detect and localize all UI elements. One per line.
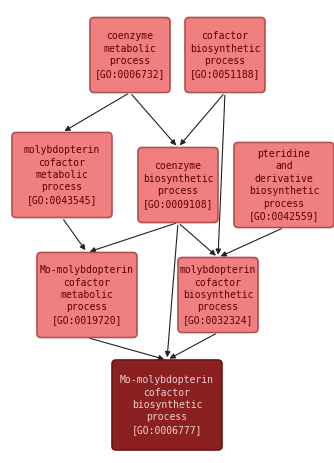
Text: Mo-molybdopterin
cofactor
metabolic
process
[GO:0019720]: Mo-molybdopterin cofactor metabolic proc… bbox=[40, 265, 134, 325]
Text: coenzyme
metabolic
process
[GO:0006732]: coenzyme metabolic process [GO:0006732] bbox=[95, 31, 165, 79]
FancyBboxPatch shape bbox=[12, 132, 112, 218]
FancyBboxPatch shape bbox=[178, 257, 258, 332]
FancyBboxPatch shape bbox=[90, 18, 170, 93]
Text: coenzyme
biosynthetic
process
[GO:0009108]: coenzyme biosynthetic process [GO:000910… bbox=[143, 162, 213, 209]
Text: pteridine
and
derivative
biosynthetic
process
[GO:0042559]: pteridine and derivative biosynthetic pr… bbox=[249, 149, 319, 221]
Text: cofactor
biosynthetic
process
[GO:0051188]: cofactor biosynthetic process [GO:005118… bbox=[190, 31, 260, 79]
FancyBboxPatch shape bbox=[234, 143, 334, 227]
FancyBboxPatch shape bbox=[138, 148, 218, 223]
FancyBboxPatch shape bbox=[37, 252, 137, 338]
Text: molybdopterin
cofactor
biosynthetic
process
[GO:0032324]: molybdopterin cofactor biosynthetic proc… bbox=[180, 265, 256, 325]
Text: molybdopterin
cofactor
metabolic
process
[GO:0043545]: molybdopterin cofactor metabolic process… bbox=[24, 145, 100, 205]
FancyBboxPatch shape bbox=[185, 18, 265, 93]
Text: Mo-molybdopterin
cofactor
biosynthetic
process
[GO:0006777]: Mo-molybdopterin cofactor biosynthetic p… bbox=[120, 375, 214, 435]
FancyBboxPatch shape bbox=[112, 360, 222, 450]
